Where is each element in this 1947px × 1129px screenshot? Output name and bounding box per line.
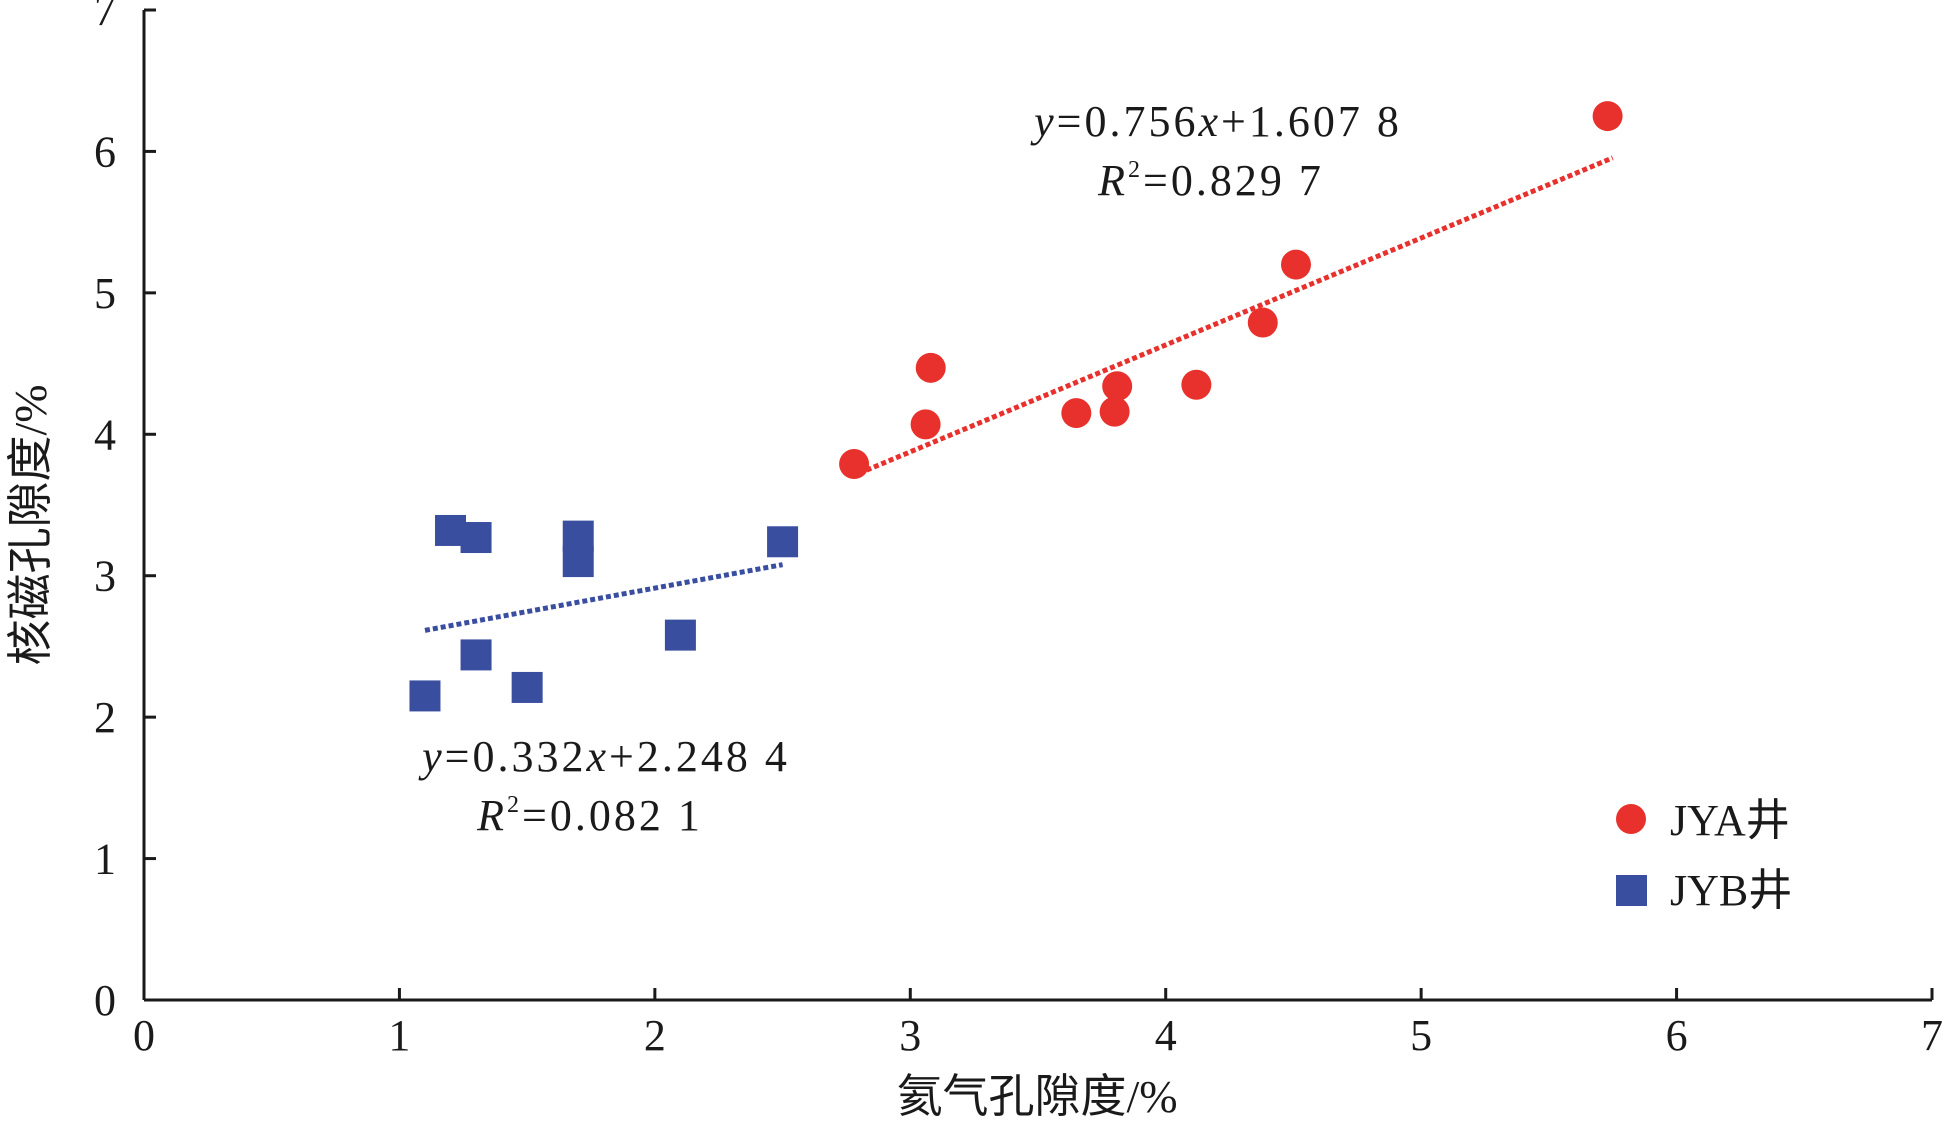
x-tick-label: 6: [1666, 1011, 1688, 1060]
jyb-r2: R2=0.082 1: [476, 791, 703, 840]
jyb-r2-value: =0.082 1: [522, 791, 703, 840]
jyb-eq-x: x: [586, 732, 610, 781]
x-axis-title: 氦气孔隙度/%: [896, 1071, 1177, 1122]
jya-data-point: [1061, 398, 1092, 429]
jyb-data-point: [562, 546, 594, 578]
x-tick-label: 0: [133, 1011, 155, 1060]
legend: JYA井 JYB井: [1616, 796, 1792, 915]
jyb-equation: y=0.332x+2.248 4: [418, 732, 790, 781]
y-tick-label: 6: [94, 127, 116, 176]
jyb-eq-intercept: +2.248 4: [609, 732, 790, 781]
jya-data-point: [910, 409, 941, 440]
jya-data-point: [1247, 307, 1278, 338]
jyb-data-point: [409, 680, 441, 712]
jya-equation: y=0.756x+1.607 8: [1030, 97, 1402, 146]
jya-data-point: [1280, 249, 1311, 280]
jyb-eq-coef: =0.332: [445, 732, 587, 781]
y-tick-label: 7: [94, 0, 116, 35]
jya-eq-intercept: +1.607 8: [1221, 97, 1402, 146]
jyb-eq-y: y: [418, 732, 445, 781]
jya-r2-value: =0.829 7: [1143, 156, 1324, 205]
jya-eq-y: y: [1030, 97, 1057, 146]
y-tick-label: 3: [94, 552, 116, 601]
legend-jyb-marker: [1616, 875, 1647, 906]
jya-data-point: [1102, 371, 1133, 402]
jya-data-point: [1592, 101, 1623, 132]
y-tick-label: 1: [94, 835, 116, 884]
jya-eq-coef: =0.756: [1057, 97, 1199, 146]
jya-eq-x: x: [1198, 97, 1222, 146]
jyb-data-point: [664, 619, 696, 651]
jyb-trendline: [424, 562, 784, 633]
x-tick-label: 4: [1155, 1011, 1177, 1060]
jya-data-point: [839, 448, 870, 479]
legend-jyb-label: JYB井: [1670, 866, 1792, 915]
jyb-r2-sup: 2: [507, 792, 522, 818]
jya-data-point: [1181, 369, 1212, 400]
jyb-data-point: [767, 526, 799, 558]
x-tick-label: 3: [899, 1011, 921, 1060]
legend-jya-marker: [1616, 804, 1646, 834]
jya-r2-sup: 2: [1128, 157, 1143, 183]
y-tick-label: 0: [94, 976, 116, 1025]
jyb-r2-r: R: [476, 791, 507, 840]
jya-data-point: [1099, 396, 1130, 427]
y-tick-label: 5: [94, 269, 116, 318]
jyb-data-point: [511, 671, 543, 703]
y-axis-title: 核磁孔隙度/%: [5, 384, 56, 665]
jya-r2-r: R: [1097, 156, 1128, 205]
y-tick-label: 4: [94, 410, 116, 459]
jyb-data-point: [460, 522, 492, 554]
x-tick-label: 5: [1410, 1011, 1432, 1060]
x-tick-label: 2: [644, 1011, 666, 1060]
jya-trendline: [858, 155, 1614, 476]
jya-data-point: [915, 352, 946, 383]
legend-jya-label: JYA井: [1670, 796, 1790, 845]
x-tick-label: 1: [388, 1011, 410, 1060]
jyb-data-point: [460, 639, 492, 671]
jya-r2: R2=0.829 7: [1097, 156, 1324, 205]
x-tick-label: 7: [1921, 1011, 1943, 1060]
y-tick-label: 2: [94, 693, 116, 742]
